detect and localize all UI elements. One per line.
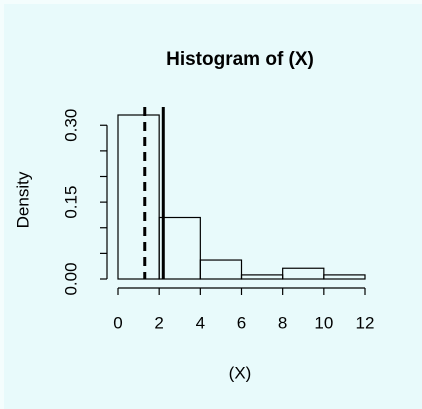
- chart-title: Histogram of (X): [166, 49, 314, 70]
- background: [4, 4, 422, 409]
- x-tick-label: 2: [154, 313, 163, 332]
- bar: [117, 114, 160, 280]
- x-tick-label: 4: [196, 313, 205, 332]
- x-tick-label: 10: [314, 313, 333, 332]
- y-axis-label: Density: [13, 171, 32, 228]
- bar: [158, 216, 201, 280]
- bar: [282, 267, 325, 280]
- bar: [323, 274, 366, 280]
- x-tick-label: 12: [356, 313, 375, 332]
- x-tick-label: 6: [237, 313, 246, 332]
- y-tick-label: 0.30: [61, 109, 80, 142]
- y-tick-label: 0.00: [61, 262, 80, 295]
- x-tick-label: 0: [113, 313, 122, 332]
- y-tick-label: 0.15: [61, 186, 80, 219]
- x-tick-label: 8: [278, 313, 287, 332]
- x-axis-label: (X): [229, 363, 252, 382]
- bar: [199, 259, 243, 280]
